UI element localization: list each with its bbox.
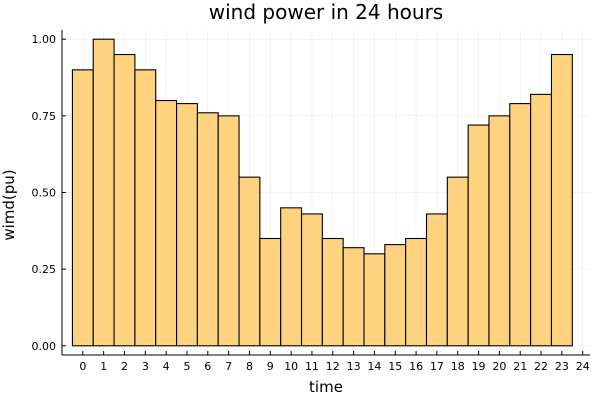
bar-2: [113, 53, 136, 347]
x-axis-label: time: [309, 378, 343, 396]
x-tick-label: 6: [204, 360, 211, 373]
bar-0: [71, 69, 94, 347]
bar-3: [134, 69, 157, 347]
x-tick-label: 8: [246, 360, 253, 373]
y-tick-label: 0.75: [32, 110, 57, 123]
bar-9: [259, 237, 282, 347]
x-tick-label: 17: [430, 360, 444, 373]
x-tick-label: 19: [472, 360, 486, 373]
x-tick-label: 24: [576, 360, 590, 373]
x-tick-label: 5: [183, 360, 190, 373]
axes: 0 1 2 3 4 5 6 7 8 9 10 11 12 13 14 15 16 17 18 19 20 21 22 23 24…: [32, 30, 590, 373]
y-tick-label: 0.25: [32, 263, 57, 276]
x-tick-label: 1: [100, 360, 107, 373]
chart-title: wind power in 24 hours: [209, 0, 443, 24]
x-tick-label: 4: [163, 360, 170, 373]
x-tick-label: 3: [142, 360, 149, 373]
x-tick-label: 20: [492, 360, 506, 373]
bar-4: [155, 99, 178, 347]
bar-10: [280, 207, 303, 347]
y-axis-label: wimd(pu): [0, 169, 18, 240]
bar-8: [238, 176, 261, 347]
bar-7: [217, 115, 240, 347]
x-tick-label: 2: [121, 360, 128, 373]
bar-5: [176, 103, 198, 347]
x-tick-label: 21: [513, 360, 527, 373]
bar-14: [363, 253, 386, 347]
bar-19: [467, 124, 490, 347]
x-tick-label: 12: [326, 360, 340, 373]
x-tick-label: 7: [225, 360, 232, 373]
y-tick-label: 0.50: [32, 187, 57, 200]
bar-16: [405, 237, 428, 347]
x-tick-label: 11: [305, 360, 319, 373]
x-tick-label: 18: [451, 360, 465, 373]
x-tick-label: 14: [367, 360, 381, 373]
x-tick-label: 16: [409, 360, 423, 373]
x-tick-label: 9: [267, 360, 274, 373]
bars: [71, 38, 573, 347]
x-tick-label: 13: [347, 360, 361, 373]
y-tick-label: 1.00: [32, 33, 57, 46]
bar-15: [384, 244, 407, 347]
bar-1: [92, 38, 115, 347]
bar-21: [509, 103, 532, 347]
x-tick-label: 22: [534, 360, 548, 373]
x-tick-label: 10: [284, 360, 298, 373]
bar-22: [530, 93, 553, 347]
bar-12: [321, 237, 344, 347]
x-tick-label: 0: [79, 360, 86, 373]
bar-13: [342, 247, 365, 347]
bar-6: [196, 112, 219, 347]
x-tick-label: 23: [555, 360, 569, 373]
x-tick-label: 15: [388, 360, 402, 373]
bar-11: [300, 213, 323, 347]
bar-20: [488, 115, 511, 347]
bar-23: [550, 53, 573, 347]
bar-17: [425, 213, 448, 347]
y-tick-label: 0.00: [32, 340, 57, 353]
bar-18: [446, 176, 469, 347]
